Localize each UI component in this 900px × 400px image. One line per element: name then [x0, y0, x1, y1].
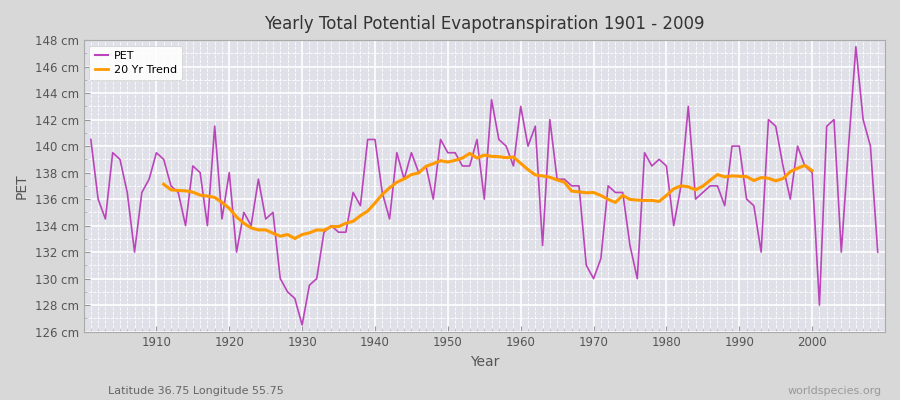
X-axis label: Year: Year [470, 355, 499, 369]
Legend: PET, 20 Yr Trend: PET, 20 Yr Trend [89, 46, 182, 80]
Text: worldspecies.org: worldspecies.org [788, 386, 882, 396]
Title: Yearly Total Potential Evapotranspiration 1901 - 2009: Yearly Total Potential Evapotranspiratio… [264, 15, 705, 33]
Text: Latitude 36.75 Longitude 55.75: Latitude 36.75 Longitude 55.75 [108, 386, 284, 396]
Y-axis label: PET: PET [15, 173, 29, 199]
